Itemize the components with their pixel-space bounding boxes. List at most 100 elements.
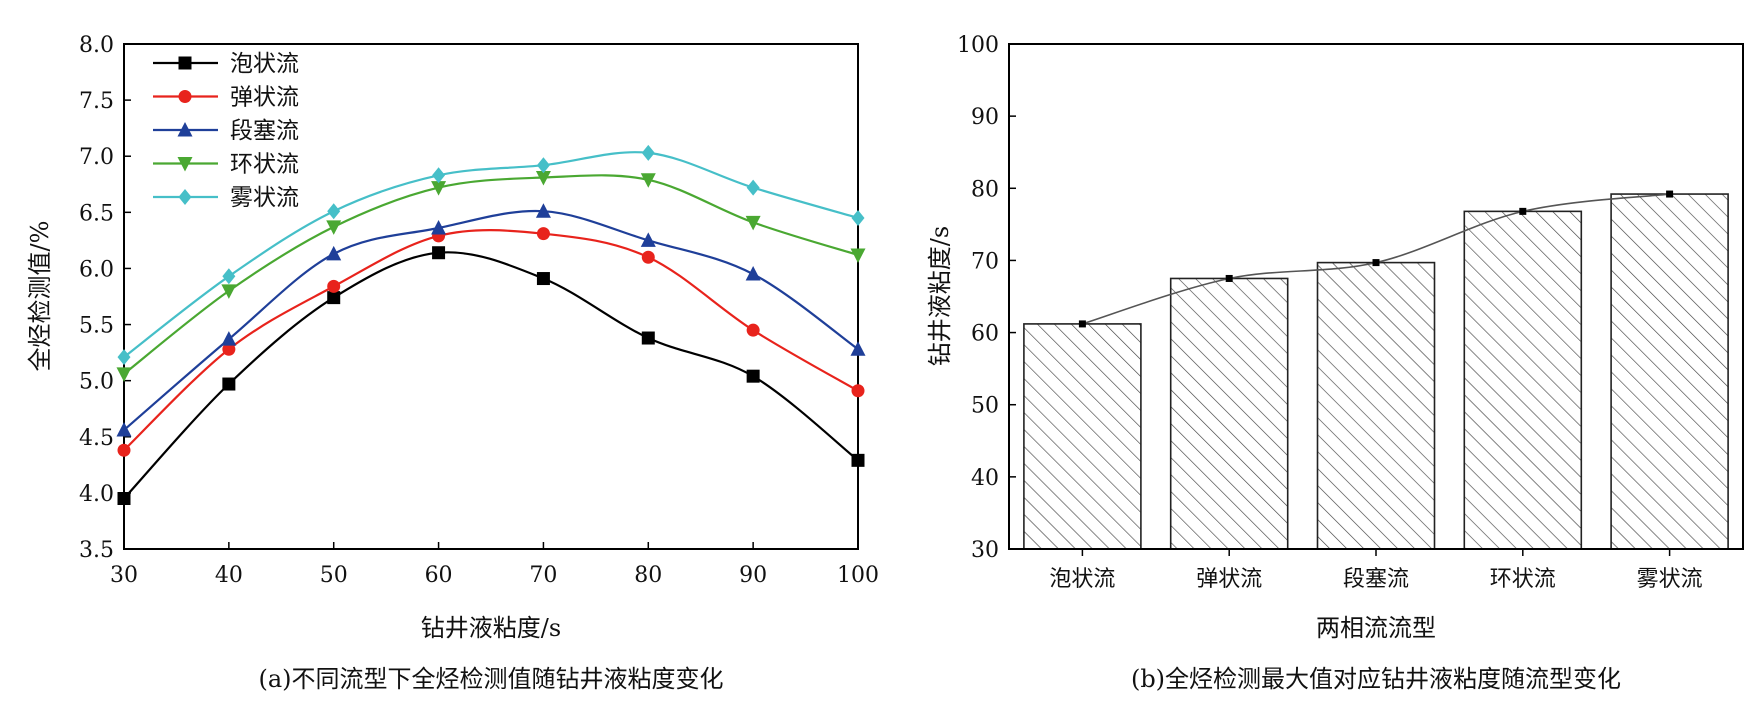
panel-a-legend-label: 段塞流: [230, 118, 299, 144]
panel-b-x-axis-label: 两相流流型: [1316, 614, 1436, 642]
panel-a-series-line-5: [123, 151, 859, 358]
panel-a-legend-label: 雾状流: [230, 185, 299, 211]
panel-a-point: [326, 220, 342, 235]
panel-a-caption: (a)不同流型下全烃检测值随钻井液粘度变化: [258, 665, 723, 693]
panel-a-point: [851, 453, 865, 467]
panel-a-point: [117, 443, 131, 457]
panel-a-point: [641, 144, 655, 161]
panel-a-x-axis-label: 钻井液粘度/s: [421, 614, 561, 642]
panel-a-point: [640, 173, 656, 188]
panel-b-x-tick-label: 弹状流: [1196, 567, 1262, 592]
panel-b-caption: (b)全烃检测最大值对应钻井液粘度随流型变化: [1131, 665, 1621, 693]
panel-b-point: [1519, 207, 1527, 215]
panel-a-series-line-3: [123, 209, 859, 431]
panel-a-point: [327, 203, 341, 220]
panel-a-legend-marker: [178, 56, 192, 70]
panel-a-point: [116, 367, 132, 382]
panel-a-point: [641, 331, 655, 345]
panel-b-x-tick-label: 环状流: [1490, 567, 1556, 592]
panel-a-point: [745, 266, 761, 281]
panel-b-y-tick-label: 40: [971, 466, 999, 491]
panel-a-series-line-2: [123, 229, 859, 451]
panel-a-point: [850, 341, 866, 356]
panel-b-points: [1078, 190, 1674, 328]
panel-a-x-tick-label: 70: [529, 563, 557, 588]
panel-a-point: [745, 215, 761, 231]
panel-a-x-tick-label: 80: [634, 563, 662, 588]
panel-b-bars: [1023, 193, 1729, 550]
panel-b-y-tick-label: 70: [971, 249, 999, 274]
panel-a-point: [536, 272, 550, 286]
panel-a-y-tick-label: 6.0: [79, 257, 114, 282]
panel-b-y-tick-label: 80: [971, 177, 999, 202]
panel-b-bar: [1610, 193, 1729, 550]
panel-a-x-tick-label: 40: [215, 563, 243, 588]
panel-a-x-tick-label: 30: [110, 563, 138, 588]
panel-b-point: [1666, 190, 1674, 198]
panel-a-y-tick-label: 4.0: [79, 482, 114, 507]
panel-a-legend-label: 泡状流: [230, 51, 299, 77]
panel-a-point: [117, 492, 131, 505]
panel-a-point: [641, 250, 655, 264]
panel-a-point: [536, 227, 550, 241]
panel-b-bar: [1023, 323, 1142, 550]
panel-b-point: [1225, 274, 1233, 282]
panel-a-y-tick-label: 3.5: [79, 538, 114, 563]
panel-a-y-tick-label: 4.5: [79, 426, 114, 451]
panel-a-x-ticks: 30 40 50 60 70 80 90 100: [110, 542, 879, 588]
panel-a-point: [431, 220, 447, 235]
panel-a-plot-frame: [123, 43, 859, 550]
panel-a-y-tick-label: 5.5: [79, 314, 114, 339]
panel-a-point: [222, 342, 236, 356]
panel-a-point: [221, 284, 237, 299]
panel-b-y-tick-label: 100: [957, 33, 999, 58]
panel-a-y-tick-label: 7.0: [79, 145, 114, 170]
panel-b-y-tick-label: 90: [971, 105, 999, 130]
panel-b-x-tick-label: 雾状流: [1637, 567, 1703, 592]
panel-a-x-tick-label: 50: [320, 563, 348, 588]
panel-a-point: [746, 369, 760, 383]
panel-b-point: [1078, 320, 1086, 328]
panel-a-point: [327, 291, 341, 305]
panel-a-point: [535, 171, 551, 186]
panel-a-point: [432, 167, 446, 184]
panel-a-y-ticks: 3.5 4.0 4.5 5.0 5.5 6.0 6.5 7.0 7.5 8.0: [79, 33, 131, 563]
panel-a-legend-marker: [178, 189, 192, 205]
panel-a-point: [117, 349, 131, 366]
panel-a-x-tick-label: 90: [739, 563, 767, 588]
panel-b-x-tick-label: 泡状流: [1049, 567, 1115, 592]
panel-a-legend-marker: [177, 157, 193, 172]
panel-a-legend-label: 环状流: [230, 152, 299, 178]
panel-a-point: [432, 246, 446, 260]
panel-a-point: [431, 181, 447, 196]
panel-a-legend-marker: [177, 122, 193, 137]
panel-a-y-tick-label: 6.5: [79, 201, 114, 226]
panel-b-bar: [1316, 261, 1436, 550]
panel-a-legend-marker: [178, 90, 192, 103]
panel-a-points: [116, 144, 866, 505]
panel-a-point: [746, 179, 760, 196]
panel-a-point: [536, 157, 550, 174]
panel-a-y-tick-label: 5.0: [79, 370, 114, 395]
panel-a-y-axis-label: 全烃检测值/%: [26, 221, 54, 372]
panel-a: 3.5 4.0 4.5 5.0 5.5 6.0 6.5 7.0 7.5 8.0 30 40 50 60 7…: [26, 33, 879, 693]
panel-a-point: [850, 248, 866, 263]
panel-a-point: [535, 203, 551, 218]
panel-a-point: [851, 209, 865, 226]
panel-a-y-tick-label: 8.0: [79, 33, 114, 58]
panel-a-point: [222, 377, 236, 391]
panel-b-y-axis-label: 钻井液粘度/s: [926, 226, 954, 366]
panel-b-bar: [1169, 277, 1289, 550]
panel-a-point: [116, 422, 132, 437]
panel-a-point: [326, 245, 342, 261]
panel-a-point: [851, 384, 865, 398]
panel-a-y-tick-label: 7.5: [79, 89, 114, 114]
panel-b-x-ticks: 泡状流 弹状流 段塞流 环状流 雾状流: [1049, 549, 1703, 592]
panel-b-x-tick-label: 段塞流: [1343, 567, 1409, 592]
panel-b-y-tick-label: 60: [971, 322, 999, 347]
panel-b-bar: [1463, 210, 1583, 550]
panel-b-y-tick-label: 30: [971, 538, 999, 563]
